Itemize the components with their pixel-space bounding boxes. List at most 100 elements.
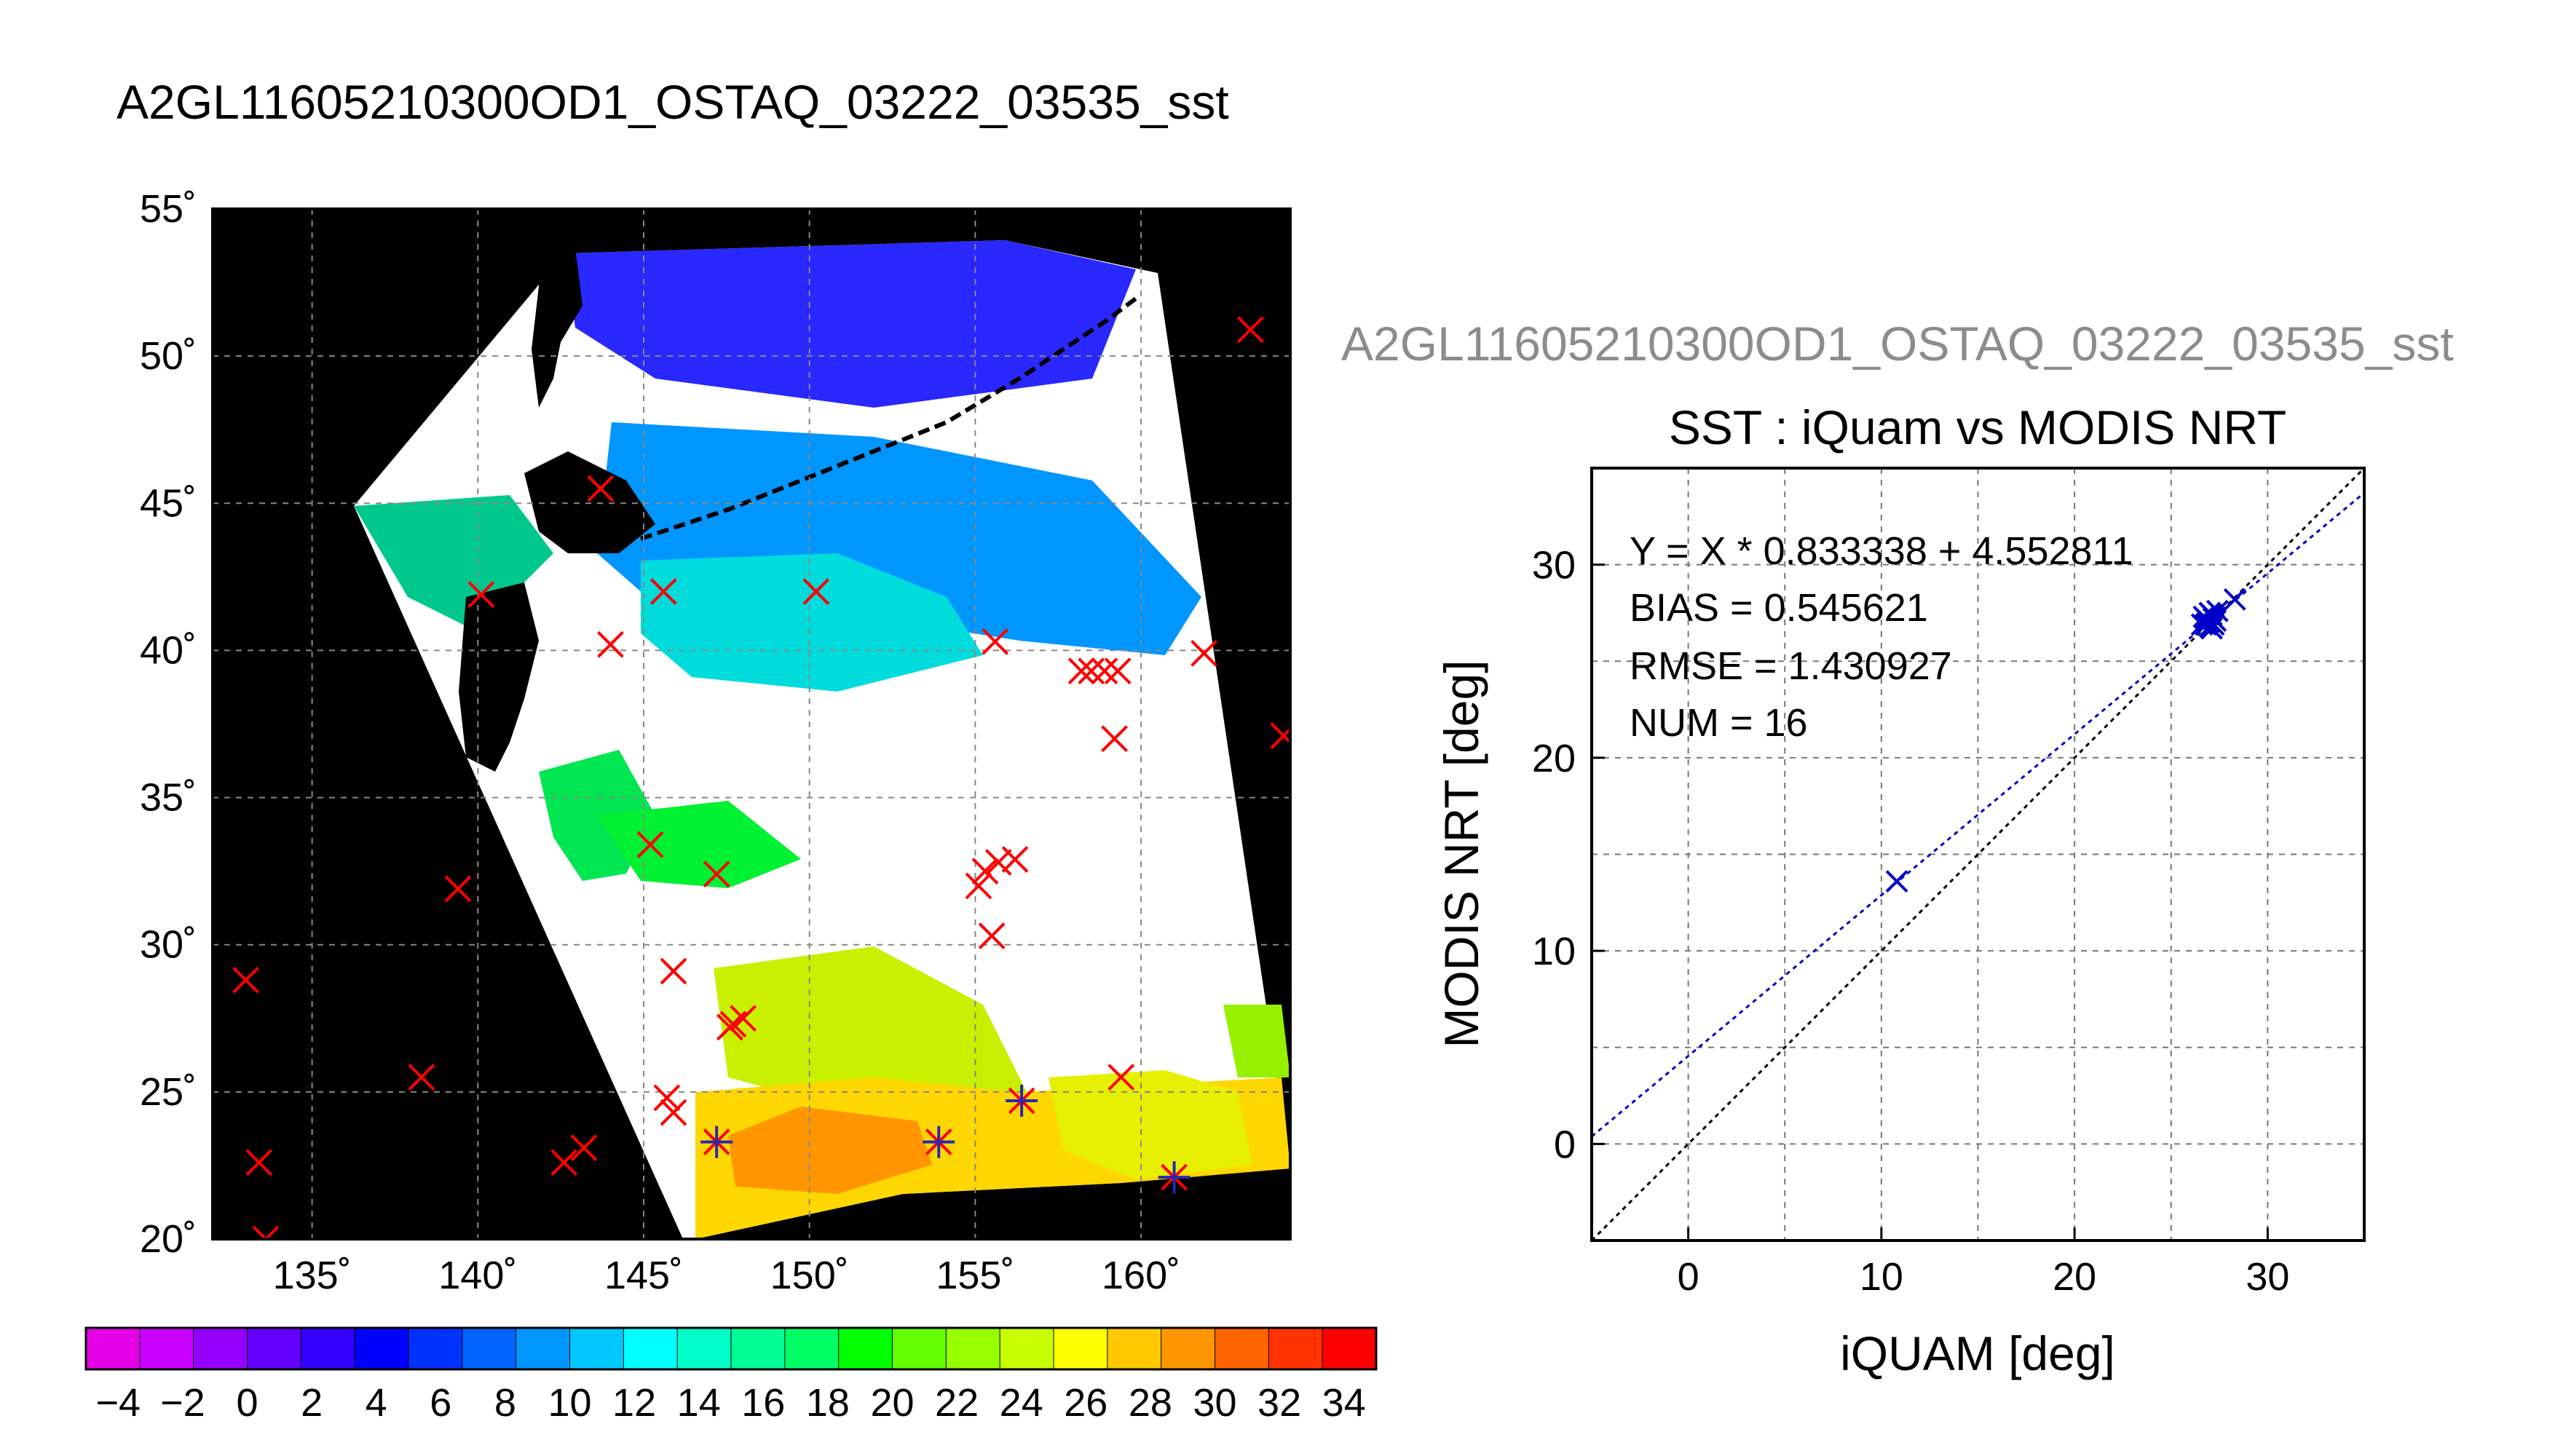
- map-marker-x: [408, 1064, 435, 1091]
- fit-equation: Y = X * 0.833338 + 4.552811: [1630, 529, 2133, 573]
- colorbar-tick-label: 20: [870, 1381, 914, 1425]
- colorbar-cell: [999, 1327, 1054, 1370]
- rmse-label: RMSE = 1.430927: [1630, 644, 1952, 688]
- colorbar-tick-label: −4: [96, 1381, 141, 1425]
- scatter-x-tick-label: 30: [2246, 1255, 2289, 1299]
- colorbar-cell: [569, 1327, 625, 1370]
- map-marker-x: [245, 1149, 273, 1176]
- scatter-y-tick-label: 30: [1532, 544, 1576, 587]
- colorbar-frame: [84, 1326, 1378, 1371]
- scatter-x-tick-label: 0: [1678, 1255, 1699, 1299]
- colorbar-cell: [1322, 1327, 1377, 1370]
- map-marker-x: [984, 849, 1012, 876]
- map-grid: [213, 209, 1290, 1239]
- colorbar-cell: [139, 1327, 194, 1370]
- map-panel: 135˚ 140˚ 145˚ 150˚ 155˚ 160˚ 55˚ 50˚ 45˚ 40˚ 35˚ 3…: [140, 187, 1292, 1297]
- scatter-points: [1885, 587, 2246, 893]
- colorbar-cell: [1215, 1327, 1270, 1370]
- colorbar-tick-label: 26: [1064, 1381, 1107, 1425]
- scatter-x-tick-label: 10: [1860, 1255, 1903, 1299]
- scatter-x-tick-label: 20: [2053, 1255, 2096, 1299]
- map-marker-x: [703, 860, 730, 888]
- map-marker-x: [971, 858, 999, 885]
- map-marker-x: [232, 966, 259, 994]
- land-honshu: [459, 582, 539, 772]
- land-hokkaido: [524, 451, 655, 553]
- map-marker-x: [649, 578, 677, 605]
- map-marker-x: [1270, 722, 1290, 750]
- colorbar-cell: [623, 1327, 679, 1370]
- map-marker-x: [982, 628, 1009, 655]
- map-marker-x: [660, 1099, 687, 1126]
- map-marker-x: [716, 1013, 743, 1041]
- map-marker-plus: [700, 1125, 733, 1158]
- colorbar-tick-label: −2: [160, 1381, 205, 1425]
- kuril-islands: [640, 296, 1137, 541]
- map-marker-x: [1101, 725, 1129, 753]
- y-axis-label: MODIS NRT [deg]: [1434, 660, 1488, 1048]
- map-marker-x: [1001, 846, 1029, 873]
- map-marker-x: [1107, 1064, 1135, 1091]
- scatter-point: [2223, 587, 2246, 611]
- colorbar-tick-label: 2: [301, 1381, 323, 1425]
- map-marker-plus: [923, 1125, 955, 1158]
- colorbar-tick-label: 34: [1322, 1381, 1366, 1425]
- scatter-subtitle: A2GL11605210300OD1_OSTAQ_03222_03535_sst: [1341, 317, 2454, 371]
- map-marker-x: [660, 957, 687, 985]
- scatter-point: [1885, 870, 1908, 893]
- map-lat-tick: 20˚: [140, 1217, 197, 1261]
- sst-region-cyan-band: [641, 553, 983, 692]
- x-axis-label: iQUAM [deg]: [1840, 1326, 2115, 1380]
- scatter-y-tick-label: 0: [1554, 1123, 1576, 1166]
- colorbar-tick-label: 22: [935, 1381, 979, 1425]
- colorbar-cell: [1161, 1327, 1216, 1370]
- scatter-frame: [1590, 467, 2366, 1242]
- colorbar-cell: [676, 1327, 732, 1370]
- scatter-point: [2202, 607, 2225, 630]
- sst-region-yellow-green: [714, 946, 1034, 1107]
- colorbar-tick-label: 14: [677, 1381, 721, 1425]
- sst-region-east-green: [1223, 1005, 1290, 1077]
- colorbar-cells: [85, 1327, 1377, 1370]
- map-marker-x: [1091, 657, 1118, 685]
- map-marker-x: [587, 475, 615, 502]
- map-tick-labels: 135˚ 140˚ 145˚ 150˚ 155˚ 160˚ 55˚ 50˚ 45˚ 40˚ 35˚ 3…: [140, 187, 1180, 1297]
- figure-title: A2GL11605210300OD1_OSTAQ_03222_03535_sst: [117, 75, 1229, 129]
- map-lat-tick: 35˚: [140, 776, 197, 820]
- colorbar-tick-label: 4: [366, 1381, 387, 1425]
- scatter-y-tick-label: 10: [1532, 930, 1576, 973]
- sst-region-east-yellow: [1049, 1070, 1252, 1179]
- map-marker-x: [1067, 657, 1095, 685]
- scatter-tick-labels: 0 10 20 30 0 10 20 30: [1532, 544, 2289, 1299]
- colorbar-cell: [838, 1327, 893, 1370]
- map-marker-x: [965, 872, 992, 900]
- colorbar-cell: [247, 1327, 302, 1370]
- colorbar-cell: [1107, 1327, 1162, 1370]
- colorbar-tick-label: 32: [1257, 1381, 1301, 1425]
- scatter-panel: A2GL11605210300OD1_OSTAQ_03222_03535_sst…: [1341, 317, 2454, 1380]
- map-marker-x: [1236, 316, 1264, 344]
- map-lon-tick: 155˚: [936, 1254, 1014, 1297]
- map-lat-tick: 55˚: [140, 187, 197, 231]
- map-lon-tick: 160˚: [1102, 1254, 1180, 1297]
- colorbar-cell: [1053, 1327, 1108, 1370]
- colorbar-cell: [462, 1327, 517, 1370]
- map-marker-x: [653, 1084, 681, 1112]
- map-markers: [232, 316, 1290, 1239]
- colorbar-cell: [945, 1327, 1001, 1370]
- colorbar-tick-label: 18: [806, 1381, 850, 1425]
- colorbar-tick-label: 10: [548, 1381, 591, 1425]
- map-marker-plus: [1006, 1084, 1038, 1117]
- colorbar-cell: [892, 1327, 947, 1370]
- colorbar-cell: [1268, 1327, 1324, 1370]
- map-marker-x: [1078, 657, 1105, 685]
- colorbar-cell: [85, 1327, 141, 1370]
- colorbar-tick-label: 24: [1000, 1381, 1043, 1425]
- colorbar-tick-label: 8: [494, 1381, 516, 1425]
- fit-line: [1592, 491, 2364, 1138]
- map-marker-x: [802, 578, 830, 605]
- map-marker-x: [597, 630, 624, 658]
- map-marker-x: [1190, 640, 1218, 667]
- map-lon-tick: 140˚: [438, 1254, 517, 1297]
- colorbar-tick-label: 12: [612, 1381, 656, 1425]
